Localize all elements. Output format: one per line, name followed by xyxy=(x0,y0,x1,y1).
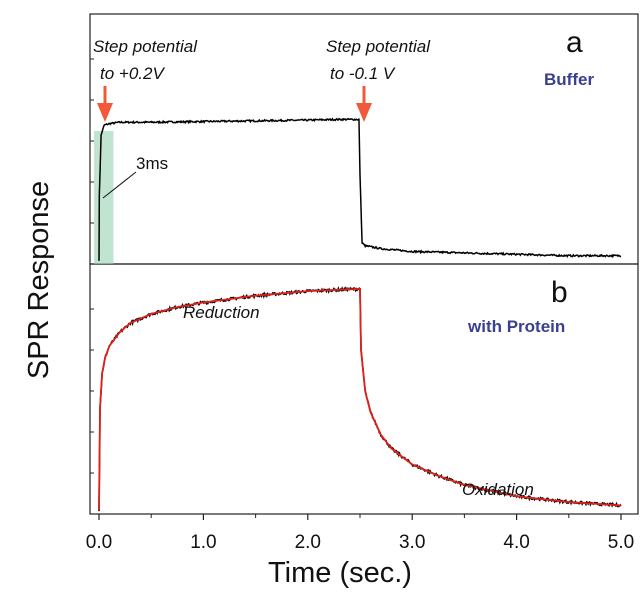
x-tick-label: 2.0 xyxy=(295,532,321,553)
x-tick-label: 1.0 xyxy=(190,532,216,553)
x-axis-ticks: 0.0 1.0 2.0 3.0 4.0 5.0 xyxy=(86,514,634,553)
step-arrows xyxy=(97,86,372,122)
step2-label-line2: to -0.1 V xyxy=(330,64,396,83)
panel-b-condition: with Protein xyxy=(467,317,565,336)
panel-a-trace xyxy=(98,117,622,261)
reduction-label: Reduction xyxy=(183,303,260,322)
y-axis-label: SPR Response xyxy=(23,181,55,379)
y-axis-ticks xyxy=(90,58,94,474)
step1-label-line2: to +0.2V xyxy=(100,64,165,83)
panel-b-fit-trace xyxy=(98,287,622,511)
x-tick-label: 4.0 xyxy=(503,532,529,553)
panel-b-frame xyxy=(89,263,639,515)
timing-label: 3ms xyxy=(136,154,168,173)
x-tick-label: 3.0 xyxy=(399,532,425,553)
panel-a-letter: a xyxy=(566,26,583,59)
x-tick-label: 0.0 xyxy=(86,532,112,553)
x-axis-label: Time (sec.) xyxy=(268,557,412,589)
timing-leader-line xyxy=(102,171,137,199)
step1-label-line1: Step potential xyxy=(93,37,198,56)
panel-b-series xyxy=(98,286,622,512)
arrow-head xyxy=(356,103,372,122)
oxidation-label: Oxidation xyxy=(462,480,534,499)
panel-a-series xyxy=(98,117,622,261)
panel-b-letter: b xyxy=(551,276,568,309)
arrow-head xyxy=(97,103,113,122)
x-tick-label: 5.0 xyxy=(608,532,634,553)
step2-label-line1: Step potential xyxy=(326,37,431,56)
panel-a-condition: Buffer xyxy=(544,70,594,89)
